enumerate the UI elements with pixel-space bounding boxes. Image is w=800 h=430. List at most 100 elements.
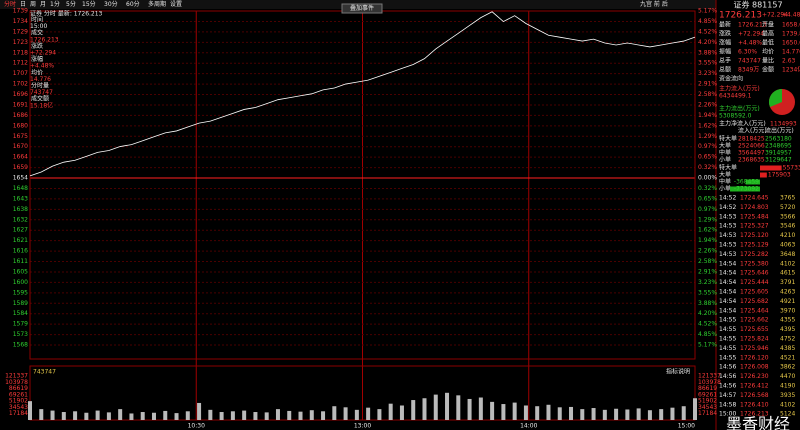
quote-cell: 1650.671 bbox=[782, 40, 800, 47]
volume-tick: 103978 bbox=[5, 379, 28, 386]
quote-cell: 6.30% bbox=[738, 49, 757, 56]
toolbar-tab[interactable]: 多周期 bbox=[148, 0, 166, 8]
info-item: 分时量 bbox=[31, 82, 49, 90]
quote-cell: 总手 bbox=[719, 57, 731, 65]
volume-bar bbox=[580, 409, 585, 420]
time-label: 13:00 bbox=[354, 423, 371, 430]
left-tick: 1627 bbox=[13, 227, 28, 234]
flow-cell: 3564497 bbox=[738, 150, 765, 157]
tick-cell: 4521 bbox=[780, 354, 795, 361]
volume-bar bbox=[174, 413, 179, 420]
left-tick: 1616 bbox=[13, 248, 28, 255]
tick-cell: 3566 bbox=[780, 213, 795, 220]
toolbar-tab[interactable]: 周 bbox=[30, 1, 36, 8]
toolbar-tab[interactable]: 1分 bbox=[50, 0, 60, 8]
volume-bar bbox=[490, 401, 495, 420]
tick-cell: 3648 bbox=[780, 251, 795, 258]
panel-change: +72.294 bbox=[762, 12, 788, 19]
left-tick: 1654 bbox=[13, 175, 28, 182]
volume-bar bbox=[546, 404, 551, 420]
tick-cell: 1724.803 bbox=[740, 204, 769, 211]
volume-bar bbox=[591, 408, 596, 420]
tick-cell: 14:54 bbox=[719, 289, 736, 296]
volume-bar bbox=[84, 412, 89, 420]
toolbar-tab[interactable]: 设置 bbox=[170, 0, 182, 8]
flow-cell: 2524066 bbox=[738, 143, 765, 150]
quote-cell: 1726.213 bbox=[738, 22, 767, 29]
quote-cell: 1234亿 bbox=[782, 66, 800, 74]
panel-price: 1726.213 bbox=[719, 11, 762, 21]
tick-cell: 14:55 bbox=[719, 326, 736, 333]
toolbar-tab[interactable]: 月 bbox=[40, 1, 46, 8]
volume-bar bbox=[287, 410, 292, 420]
tick-cell: 14:58 bbox=[719, 401, 736, 408]
volume-bar bbox=[332, 406, 337, 420]
toolbar-tab[interactable]: 5分 bbox=[66, 0, 76, 8]
toolbar-tab[interactable]: 分时 bbox=[4, 0, 16, 8]
flow-title: 资金流向 bbox=[719, 75, 743, 83]
volume-bar bbox=[647, 410, 652, 420]
volume-help: 指标说明 bbox=[666, 368, 690, 376]
flow-cell: 中单 bbox=[719, 149, 731, 157]
quote-cell: 最新 bbox=[719, 21, 731, 29]
info-item: +4.48% bbox=[30, 63, 54, 70]
right-tick: 1.29% bbox=[698, 133, 717, 140]
right-tick: 0.97% bbox=[698, 206, 717, 213]
net-bar bbox=[760, 165, 782, 171]
right-tick: 4.85% bbox=[698, 331, 717, 338]
quote-cell: 金额 bbox=[762, 66, 774, 74]
net-bar bbox=[730, 186, 760, 192]
volume-bar bbox=[478, 397, 483, 420]
tick-cell: 14:54 bbox=[719, 279, 736, 286]
chart-header: 证券 分时 最新: 1726.213 bbox=[30, 10, 103, 18]
right-tick: 1.62% bbox=[698, 227, 717, 234]
toolbar-tab[interactable]: 15分 bbox=[82, 0, 96, 8]
right-tick: 3.88% bbox=[698, 49, 717, 56]
net-bar bbox=[760, 172, 767, 178]
volume-bar bbox=[253, 412, 258, 420]
tick-cell: 4921 bbox=[780, 298, 795, 305]
toolbar-tab[interactable]: 30分 bbox=[104, 0, 118, 8]
volume-tick-right: 17184 bbox=[698, 410, 717, 417]
volume-bar bbox=[321, 411, 326, 420]
volume-bar bbox=[535, 406, 540, 420]
volume-bar bbox=[163, 410, 168, 420]
left-tick: 1611 bbox=[13, 258, 28, 265]
right-tick: 1.94% bbox=[698, 112, 717, 119]
right-tick: 0.65% bbox=[698, 154, 717, 161]
toolbar-tab[interactable]: 60分 bbox=[126, 0, 140, 8]
flow-head: 流出(万元) bbox=[765, 127, 794, 135]
net-value: -773092 bbox=[734, 186, 759, 193]
info-item: 成交额 bbox=[31, 95, 49, 103]
volume-bar bbox=[388, 403, 393, 420]
volume-tick: 121337 bbox=[5, 373, 28, 380]
quote-cell: 1739.858 bbox=[782, 31, 800, 38]
tick-cell: 14:53 bbox=[719, 232, 736, 239]
volume-bar bbox=[61, 412, 66, 420]
overlay-button[interactable] bbox=[341, 3, 383, 14]
tick-cell: 14:54 bbox=[719, 307, 736, 314]
quote-cell: 最高 bbox=[762, 30, 774, 38]
tick-cell: 1726.410 bbox=[740, 401, 769, 408]
right-tick: 4.52% bbox=[698, 28, 717, 35]
left-tick: 1573 bbox=[13, 331, 28, 338]
tick-cell: 14:55 bbox=[719, 345, 736, 352]
inflow: 6434499.1 bbox=[719, 93, 752, 100]
tick-cell: 4102 bbox=[780, 260, 795, 267]
info-item: 成交 bbox=[31, 29, 43, 37]
inflow-label: 主力流入(万元) bbox=[719, 85, 760, 93]
tick-cell: 4385 bbox=[780, 345, 795, 352]
quote-cell: 涨跌 bbox=[719, 30, 731, 38]
tick-cell: 1725.605 bbox=[740, 289, 769, 296]
left-tick: 1680 bbox=[13, 122, 28, 129]
volume-tick: 34543 bbox=[9, 404, 28, 411]
right-tick: 4.85% bbox=[698, 18, 717, 25]
tick-cell: 14:53 bbox=[719, 213, 736, 220]
tick-cell: 15:00 bbox=[719, 411, 736, 418]
toolbar-tab[interactable]: 日 bbox=[20, 1, 26, 8]
tick-cell: 14:52 bbox=[719, 204, 736, 211]
tick-cell: 14:53 bbox=[719, 223, 736, 230]
net-name: 大单 bbox=[719, 171, 731, 179]
volume-bar bbox=[185, 411, 190, 420]
